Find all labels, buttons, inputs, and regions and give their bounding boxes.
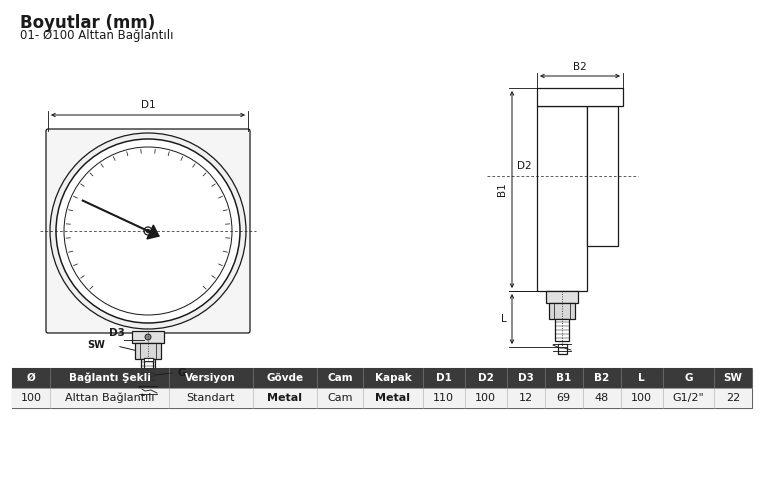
Circle shape xyxy=(56,139,240,323)
Bar xyxy=(555,319,569,341)
Text: Cam: Cam xyxy=(327,373,353,383)
Text: SW: SW xyxy=(87,340,105,350)
Bar xyxy=(587,106,618,246)
Text: Ø: Ø xyxy=(27,373,35,383)
Text: B2: B2 xyxy=(573,62,587,72)
Text: D2: D2 xyxy=(478,373,494,383)
Circle shape xyxy=(144,227,152,235)
Bar xyxy=(620,368,662,388)
Circle shape xyxy=(147,230,150,233)
Text: SW: SW xyxy=(724,373,743,383)
Text: Kapak: Kapak xyxy=(374,373,411,383)
Text: 100: 100 xyxy=(475,393,496,403)
Bar xyxy=(317,388,363,408)
Bar xyxy=(363,368,423,388)
Circle shape xyxy=(64,147,232,315)
Circle shape xyxy=(145,334,151,340)
Text: 100: 100 xyxy=(631,393,652,403)
Circle shape xyxy=(50,133,246,329)
Bar xyxy=(50,368,169,388)
Text: Metal: Metal xyxy=(375,393,410,403)
Text: G: G xyxy=(684,373,692,383)
FancyBboxPatch shape xyxy=(46,129,250,333)
Text: Bağlantı Şekli: Bağlantı Şekli xyxy=(69,373,151,383)
Text: G1/2": G1/2" xyxy=(672,393,704,403)
Bar xyxy=(662,368,714,388)
Bar xyxy=(545,368,583,388)
Text: D3: D3 xyxy=(108,328,125,338)
Bar xyxy=(423,368,465,388)
Bar xyxy=(317,368,363,388)
Text: Alttan Bağlantılı: Alttan Bağlantılı xyxy=(65,393,154,403)
Text: Boyutlar (mm): Boyutlar (mm) xyxy=(20,14,155,32)
Text: D2: D2 xyxy=(517,161,532,171)
Text: D1: D1 xyxy=(436,373,452,383)
Text: Versiyon: Versiyon xyxy=(186,373,236,383)
Text: B1: B1 xyxy=(497,183,507,196)
Text: B1: B1 xyxy=(556,373,571,383)
Text: 110: 110 xyxy=(433,393,455,403)
Bar xyxy=(169,368,253,388)
Bar xyxy=(662,388,714,408)
Bar xyxy=(583,388,620,408)
Bar xyxy=(141,359,155,383)
Bar xyxy=(465,388,507,408)
Bar xyxy=(714,388,752,408)
Bar xyxy=(620,388,662,408)
Text: 48: 48 xyxy=(594,393,609,403)
Bar xyxy=(537,88,623,106)
Text: G: G xyxy=(177,368,186,378)
Bar xyxy=(465,368,507,388)
Bar xyxy=(558,344,566,347)
Bar xyxy=(50,388,169,408)
Bar xyxy=(144,358,153,397)
Bar xyxy=(135,343,161,359)
Text: B2: B2 xyxy=(594,373,610,383)
Bar xyxy=(132,331,164,343)
Bar xyxy=(169,388,253,408)
Text: Gövde: Gövde xyxy=(267,373,303,383)
Text: D1: D1 xyxy=(141,100,155,110)
Text: 69: 69 xyxy=(557,393,571,403)
Text: 01- Ø100 Alttan Bağlantılı: 01- Ø100 Alttan Bağlantılı xyxy=(20,29,173,42)
Text: 22: 22 xyxy=(726,393,740,403)
Bar xyxy=(545,388,583,408)
Text: L: L xyxy=(501,314,507,324)
Bar xyxy=(12,388,50,408)
Bar xyxy=(507,388,545,408)
Bar xyxy=(253,368,317,388)
Text: Metal: Metal xyxy=(267,393,303,403)
Bar xyxy=(12,368,50,388)
Polygon shape xyxy=(147,225,159,239)
Bar xyxy=(363,388,423,408)
Bar xyxy=(253,388,317,408)
Text: Cam: Cam xyxy=(328,393,353,403)
Bar xyxy=(546,291,578,303)
Bar xyxy=(558,344,566,354)
Text: D3: D3 xyxy=(518,373,533,383)
Bar xyxy=(144,358,153,361)
Text: L: L xyxy=(639,373,645,383)
Bar xyxy=(583,368,620,388)
Bar xyxy=(537,106,587,291)
Text: 100: 100 xyxy=(21,393,41,403)
Bar xyxy=(423,388,465,408)
Bar xyxy=(549,303,575,319)
Bar xyxy=(12,368,752,408)
Bar xyxy=(714,368,752,388)
Bar xyxy=(507,368,545,388)
Text: Standart: Standart xyxy=(186,393,235,403)
Text: 12: 12 xyxy=(519,393,533,403)
